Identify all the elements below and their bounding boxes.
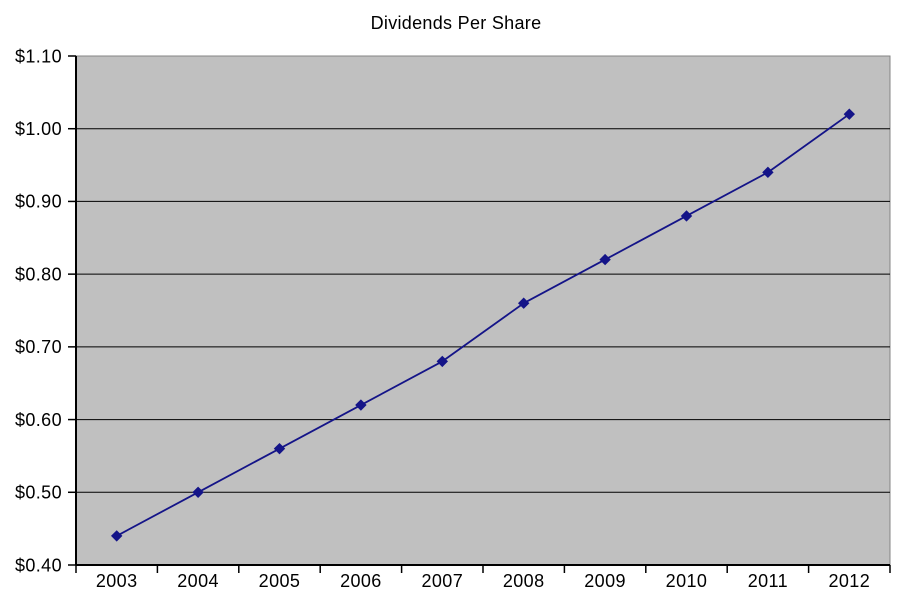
x-tick-label: 2010 bbox=[666, 571, 708, 591]
y-tick-label: $0.40 bbox=[15, 555, 62, 575]
y-tick-label: $0.70 bbox=[15, 337, 62, 357]
data-point-marker-2005 bbox=[273, 442, 286, 455]
y-tick-label: $0.90 bbox=[15, 192, 62, 212]
x-tick-label: 2006 bbox=[340, 571, 382, 591]
x-tick-label: 2011 bbox=[748, 571, 788, 591]
data-point-marker-2008 bbox=[517, 297, 530, 309]
data-point-marker-2004 bbox=[192, 486, 204, 498]
y-tick-label: $0.50 bbox=[15, 483, 62, 503]
data-point-marker-2010 bbox=[680, 210, 693, 222]
data-point-marker-2003 bbox=[110, 530, 123, 542]
x-tick-label: 2012 bbox=[828, 571, 870, 591]
data-point-marker-2007 bbox=[436, 355, 449, 368]
y-tick-label: $1.00 bbox=[15, 119, 62, 139]
x-tick-label: 2008 bbox=[503, 571, 545, 591]
data-point-marker-2011 bbox=[762, 166, 774, 179]
y-tick-label: $0.60 bbox=[15, 410, 62, 430]
x-tick-label: 2003 bbox=[96, 571, 138, 591]
chart-title: Dividends Per Share bbox=[370, 13, 542, 33]
x-tick-label: 2009 bbox=[584, 571, 626, 591]
data-point-marker-2006 bbox=[355, 399, 367, 411]
plot-area bbox=[75, 55, 891, 566]
y-tick-label: $1.10 bbox=[15, 46, 62, 66]
y-tick-label: $0.80 bbox=[15, 264, 62, 284]
data-point-marker-2012 bbox=[843, 108, 856, 120]
series-line bbox=[116, 113, 850, 537]
x-tick-label: 2004 bbox=[177, 571, 219, 591]
x-tick-label: 2005 bbox=[259, 571, 301, 591]
x-tick-label: 2007 bbox=[421, 571, 463, 591]
data-point-marker-2009 bbox=[599, 253, 611, 266]
